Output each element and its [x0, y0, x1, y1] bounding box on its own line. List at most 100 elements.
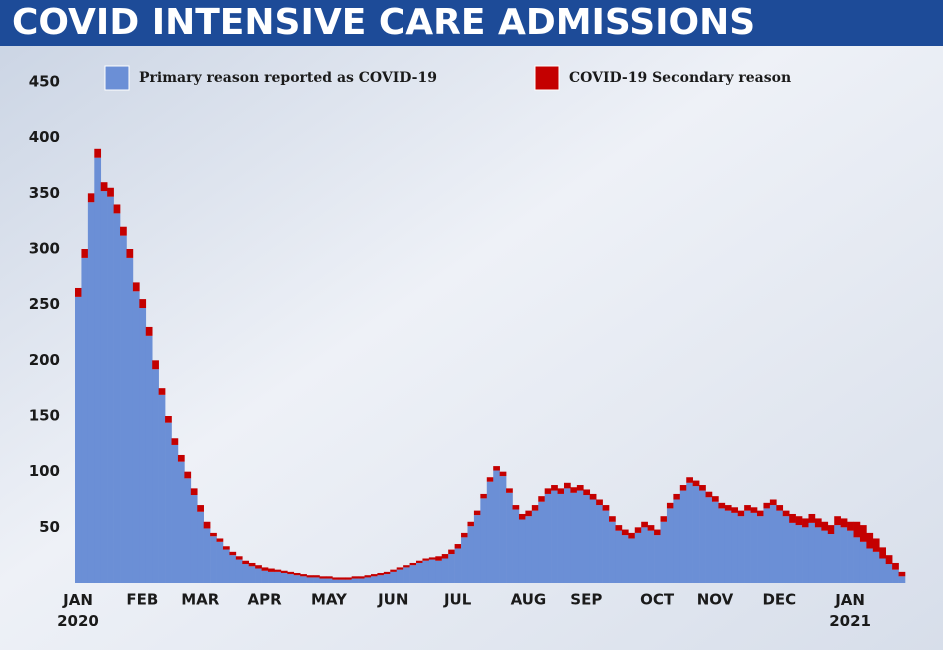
bar-segment — [113, 204, 121, 214]
bar-segment — [216, 538, 224, 542]
x-tick-label: NOV — [697, 591, 734, 609]
y-tick-label: 350 — [29, 184, 60, 202]
bar-segment — [795, 516, 803, 526]
bar-segment — [345, 577, 352, 580]
bar-segment — [538, 496, 545, 502]
bar-segment — [641, 527, 648, 583]
bar-segment — [557, 493, 565, 583]
bar-segment — [898, 576, 906, 583]
bar-segment — [686, 477, 693, 483]
bar-segment — [480, 493, 488, 499]
bar-segment — [248, 566, 256, 583]
bar-segment — [480, 498, 488, 583]
bar-segment — [319, 578, 327, 583]
bar-segment — [390, 571, 398, 583]
bar-segment — [802, 518, 809, 528]
bar-segment — [441, 558, 449, 583]
bar-segment — [840, 527, 848, 583]
bar-segment — [300, 576, 307, 583]
bar-segment — [782, 516, 790, 583]
bar-segment — [325, 578, 333, 583]
bar-segment — [403, 567, 410, 583]
bar-segment — [859, 525, 867, 542]
bar-segment — [461, 532, 468, 538]
bar-segment — [126, 249, 134, 258]
bar-segment — [769, 505, 777, 583]
bar-segment — [493, 470, 500, 583]
bar-segment — [338, 579, 346, 583]
bar-segment — [563, 488, 571, 583]
bar-segment — [120, 226, 127, 236]
bar-segment — [306, 575, 314, 578]
bar-segment — [647, 530, 655, 583]
bar-segment — [879, 558, 886, 583]
bar-segment — [75, 287, 82, 297]
bar-segment — [885, 564, 893, 583]
bar-segment — [274, 569, 282, 572]
bar-segment — [699, 490, 706, 583]
bar-segment — [280, 572, 288, 583]
bar-segment — [461, 537, 468, 583]
bar-segment — [377, 572, 385, 576]
bar-segment — [551, 485, 558, 491]
bar-segment — [454, 544, 462, 549]
bar-segment — [158, 394, 166, 583]
bar-segment — [499, 471, 507, 477]
bar-segment — [190, 495, 198, 583]
bar-segment — [158, 388, 166, 395]
bar-segment — [660, 521, 668, 583]
bar-segment — [814, 527, 822, 583]
bar-segment — [235, 556, 243, 560]
bar-segment — [589, 493, 597, 500]
bar-segment — [152, 369, 159, 583]
title-bar — [0, 0, 943, 46]
bar-segment — [776, 510, 784, 583]
bar-segment — [885, 555, 893, 565]
bar-segment — [782, 510, 790, 517]
bar-segment — [171, 438, 179, 445]
bar-segment — [435, 556, 443, 561]
bar-segment — [737, 516, 745, 583]
bar-segment — [834, 516, 841, 526]
x-tick-label: MAR — [181, 591, 220, 609]
x-tick-label: JUN — [377, 591, 408, 609]
bar-segment — [306, 577, 314, 583]
bar-segment — [718, 508, 726, 583]
legend-swatch — [534, 65, 560, 91]
bar-segment — [724, 510, 732, 583]
bar-segment — [409, 565, 417, 583]
bar-segment — [853, 537, 861, 583]
legend-swatch — [104, 65, 130, 91]
bar-segment — [821, 521, 829, 531]
bar-segment — [518, 513, 526, 520]
bar-segment — [81, 257, 89, 583]
bar-segment — [358, 576, 365, 579]
bar-segment — [699, 485, 706, 491]
chart-title: COVID INTENSIVE CARE ADMISSIONS — [12, 2, 755, 43]
x-tick-label: SEP — [570, 591, 602, 609]
bar-segment — [557, 488, 565, 494]
bar-segment — [544, 488, 552, 494]
bar-segment — [300, 574, 307, 577]
legend-label: COVID-19 Secondary reason — [569, 70, 791, 86]
bar-segment — [448, 549, 455, 555]
bar-segment — [859, 541, 867, 583]
bar-segment — [242, 564, 250, 583]
bar-segment — [641, 521, 648, 528]
bar-segment — [486, 481, 494, 583]
bar-segment — [313, 575, 320, 578]
bar-segment — [351, 578, 359, 583]
bar-segment — [197, 511, 204, 583]
bar-segment — [332, 577, 340, 580]
bar-segment — [589, 499, 597, 583]
bar-segment — [190, 488, 198, 496]
bar-segment — [570, 492, 578, 583]
bar-segment — [364, 575, 372, 578]
bar-segment — [814, 518, 822, 528]
bar-segment — [525, 516, 533, 583]
bar-segment — [435, 560, 443, 583]
bar-segment — [370, 574, 378, 577]
bar-segment — [293, 575, 301, 583]
bar-segment — [692, 486, 700, 583]
